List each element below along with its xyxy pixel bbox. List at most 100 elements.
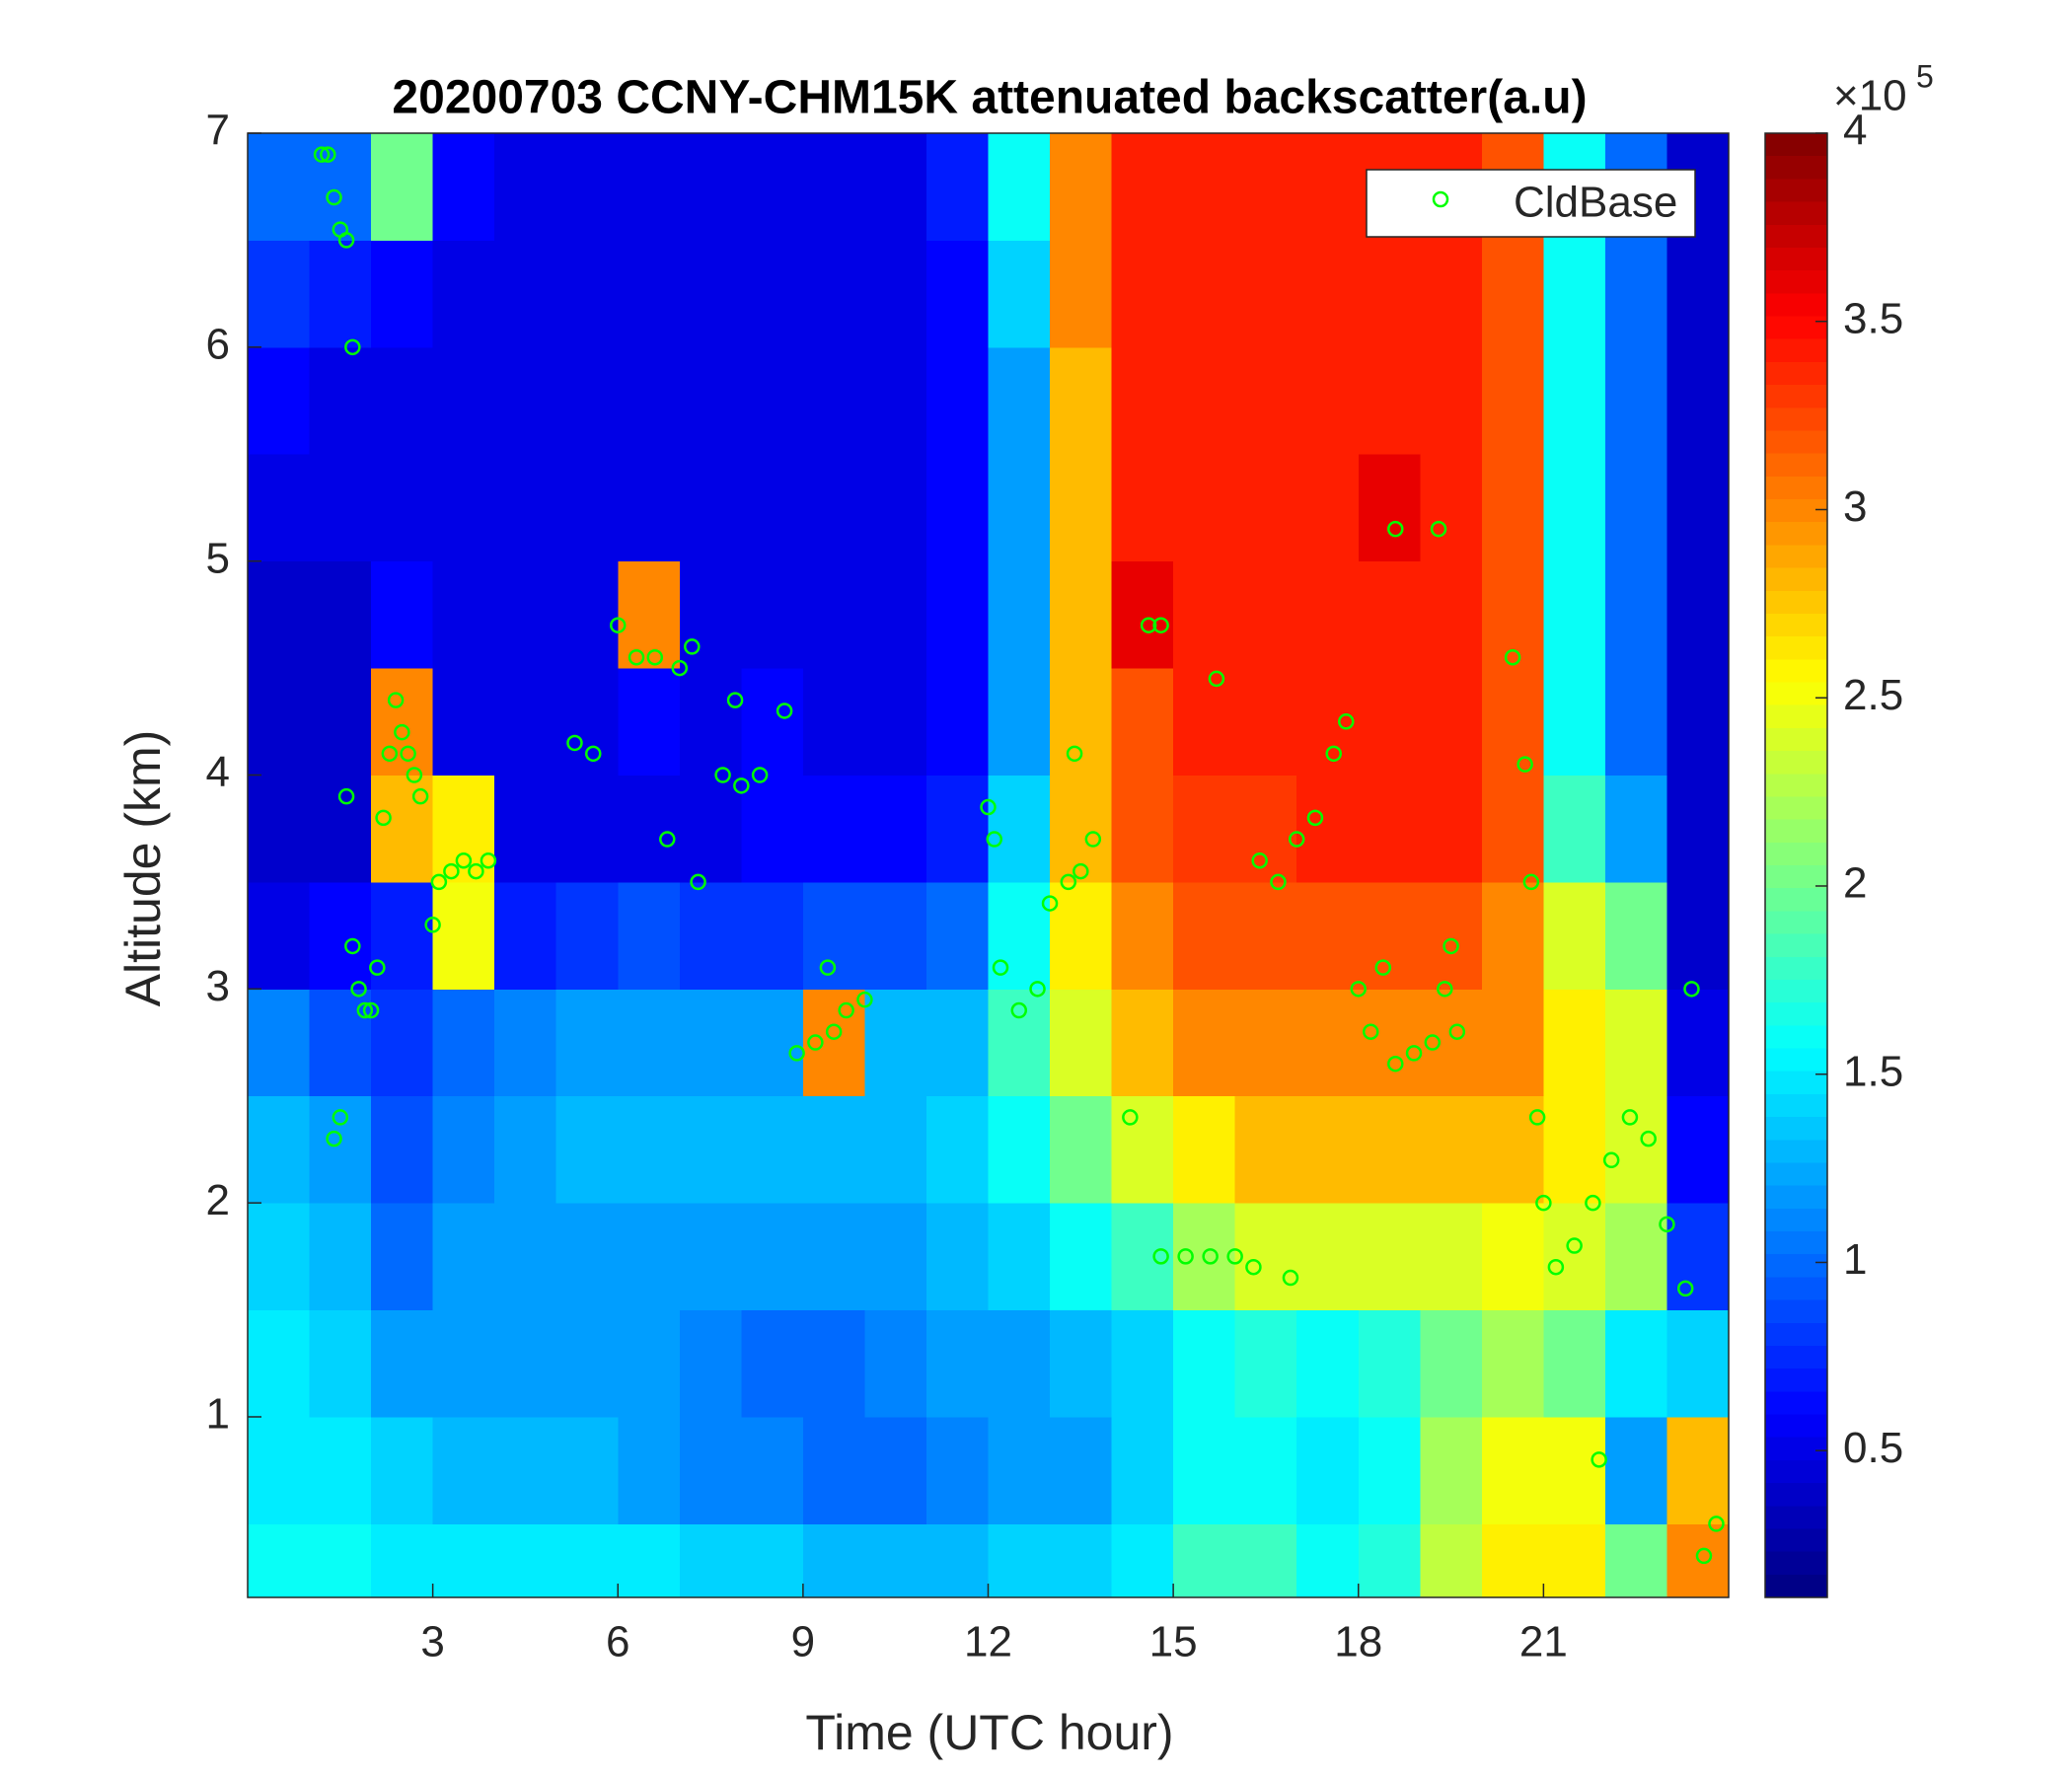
heatmap-cell	[1050, 133, 1113, 241]
cloud-base-point	[825, 1023, 843, 1040]
colorbar	[1765, 133, 1827, 1598]
heatmap-cell	[555, 1309, 619, 1418]
colorbar-step	[1765, 567, 1827, 592]
heatmap-cell	[432, 454, 495, 562]
cloud-base-point	[381, 745, 399, 763]
cloud-base-point	[1522, 873, 1540, 891]
heatmap-cell	[1296, 1095, 1360, 1204]
heatmap-cell	[1234, 133, 1297, 241]
heatmap-cell	[1543, 240, 1606, 348]
heatmap-cell	[925, 1523, 989, 1598]
heatmap-cell	[741, 1203, 804, 1311]
heatmap-cell	[1234, 668, 1297, 776]
y-tick-label: 6	[206, 320, 230, 368]
heatmap-cell	[1604, 240, 1667, 348]
heatmap-cell	[494, 881, 557, 990]
heatmap-cell	[1358, 881, 1421, 990]
heatmap-cell	[679, 989, 742, 1097]
cloud-base-point	[430, 873, 448, 891]
heatmap-cell	[1050, 240, 1113, 348]
cloud-base-point	[566, 734, 583, 752]
colorbar-step	[1765, 888, 1827, 912]
cloud-base-point	[1640, 1130, 1657, 1147]
colorbar-step	[1765, 1002, 1827, 1026]
heatmap-cell	[864, 560, 927, 669]
heatmap-cell	[555, 1095, 619, 1204]
heatmap-cell	[1173, 1523, 1236, 1598]
x-tick-label: 6	[606, 1618, 629, 1666]
heatmap-cell	[1481, 668, 1544, 776]
heatmap-cell	[988, 1309, 1051, 1418]
cloud-base-point	[1288, 831, 1305, 848]
heatmap-cell	[309, 1416, 372, 1524]
heatmap-cell	[1111, 881, 1174, 990]
colorbar-tick-label: 0.5	[1843, 1424, 1903, 1472]
colorbar-step	[1765, 1437, 1827, 1461]
heatmap-cell	[248, 560, 311, 669]
cloud-base-point	[344, 338, 361, 356]
cloud-base-point	[443, 862, 460, 880]
heatmap-cell	[1358, 1095, 1421, 1204]
heatmap-cell	[679, 346, 742, 455]
heatmap-cell	[1420, 560, 1483, 669]
colorbar-step	[1765, 1025, 1827, 1050]
heatmap-cell	[618, 1309, 681, 1418]
heatmap-cell	[1111, 240, 1174, 348]
y-axis-label: Altitude (km)	[115, 730, 171, 1007]
heatmap-cell	[309, 989, 372, 1097]
heatmap-cell	[432, 346, 495, 455]
heatmap-cell	[1173, 1309, 1236, 1418]
heatmap-cell	[248, 1523, 311, 1598]
cloud-base-point	[1270, 873, 1287, 891]
heatmap-cell	[864, 775, 927, 883]
colorbar-step	[1765, 361, 1827, 386]
colorbar-step	[1765, 179, 1827, 203]
heatmap-cell	[1111, 133, 1174, 241]
cloud-base-point	[1122, 1109, 1139, 1126]
heatmap-cell	[925, 346, 989, 455]
heatmap-cell	[309, 1309, 372, 1418]
heatmap-cell	[1420, 454, 1483, 562]
heatmap-cell	[1481, 1095, 1544, 1204]
heatmap-cell	[248, 1416, 311, 1524]
heatmap-cell	[309, 881, 372, 990]
cloud-base-point	[584, 745, 602, 763]
heatmap-cell	[988, 1523, 1051, 1598]
cloud-base-point	[807, 1034, 824, 1051]
heatmap-cell	[1234, 240, 1297, 348]
heatmap-cell	[925, 775, 989, 883]
colorbar-step	[1765, 1322, 1827, 1347]
heatmap-cell	[432, 775, 495, 883]
cloud-base-point	[1282, 1269, 1299, 1287]
cloud-base-point	[1504, 648, 1521, 666]
heatmap-cell	[741, 1416, 804, 1524]
cloud-base-point	[1363, 1023, 1379, 1040]
y-tick-label: 2	[206, 1176, 230, 1224]
cloud-base-point	[1405, 1045, 1423, 1062]
heatmap-cell	[1604, 1416, 1667, 1524]
cloud-base-point	[1387, 520, 1404, 538]
heatmap-cell	[1666, 240, 1730, 348]
heatmap-cell	[1666, 346, 1730, 455]
heatmap-cell	[371, 240, 434, 348]
heatmap-cell	[555, 668, 619, 776]
heatmap-cell	[1296, 1416, 1360, 1524]
heatmap-cell	[1234, 346, 1297, 455]
heatmap-cell	[371, 1523, 434, 1598]
heatmap-cell	[988, 346, 1051, 455]
cloud-base-point	[659, 831, 676, 848]
heatmap-cell	[1604, 346, 1667, 455]
colorbar-step	[1765, 613, 1827, 637]
heatmap-cell	[1296, 1309, 1360, 1418]
colorbar-step	[1765, 911, 1827, 935]
heatmap-cell	[1050, 1095, 1113, 1204]
heatmap-cell	[1481, 775, 1544, 883]
heatmap-cell	[494, 1095, 557, 1204]
colorbar-step	[1765, 1231, 1827, 1255]
cloud-base-point	[1621, 1109, 1639, 1126]
y-tick-label: 5	[206, 534, 230, 582]
cloud-base-point	[1387, 1055, 1404, 1073]
heatmap-cell	[1296, 1203, 1360, 1311]
cloud-base-point	[480, 851, 497, 869]
